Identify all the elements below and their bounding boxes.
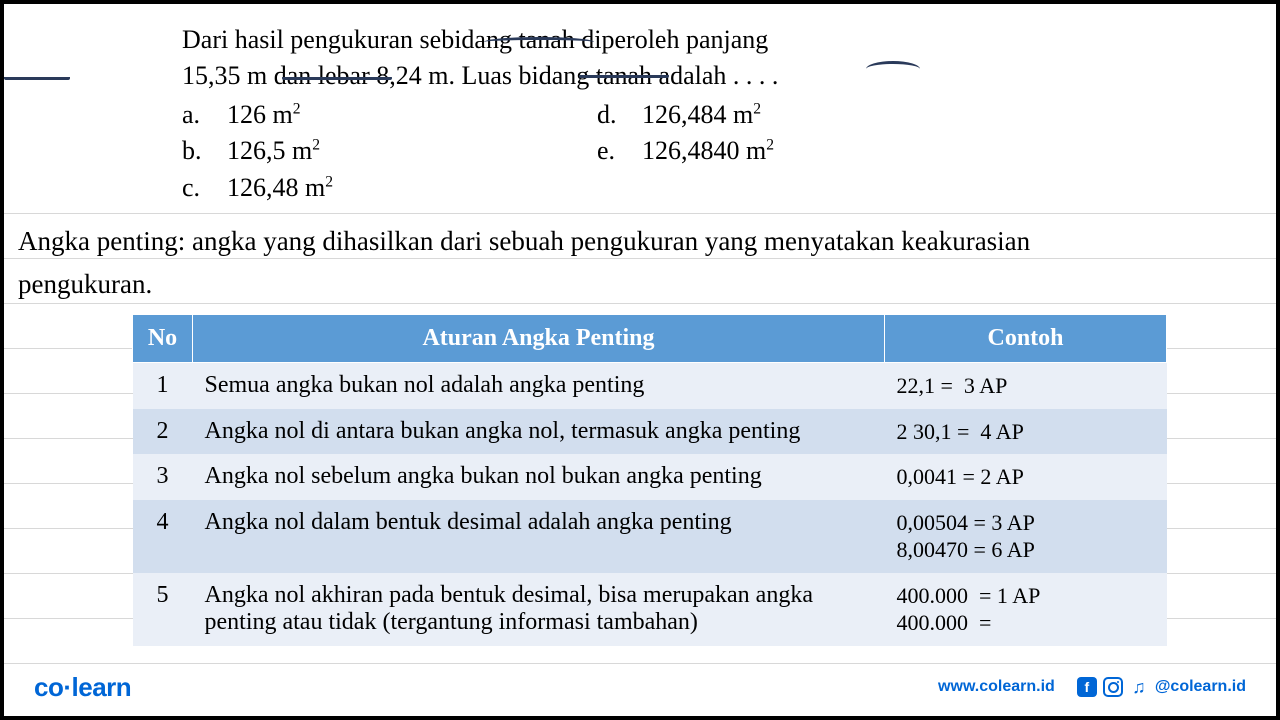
annotation-underline-824 [282,76,392,80]
answer-options: a. 126 m2 b. 126,5 m2 c. 126,48 m2 d. 12… [182,97,1276,206]
cell-rule: Semua angka bukan nol adalah angka penti… [193,363,885,409]
option-letter: c. [182,170,227,206]
cell-rule: Angka nol di antara bukan angka nol, ter… [193,409,885,455]
instagram-icon [1103,677,1123,697]
cell-rule: Angka nol akhiran pada bentuk desimal, b… [193,573,885,646]
option-d: d. 126,484 m2 [597,97,774,133]
option-text: 126 m2 [227,97,301,133]
col-header-rule: Aturan Angka Penting [193,315,885,363]
table-row: 4 Angka nol dalam bentuk desimal adalah … [133,500,1167,573]
option-e: e. 126,4840 m2 [597,133,774,169]
footer-handle: @colearn.id [1155,678,1246,696]
cell-no: 1 [133,363,193,409]
rules-table-body: 1 Semua angka bukan nol adalah angka pen… [133,363,1167,646]
definition-line-2: pengukuran. [18,263,1276,306]
annotation-arc-126484 [484,37,594,47]
cell-example: 400.000 = 1 AP 400.000 = [885,573,1167,646]
footer: co·learn www.colearn.id f ♫ @colearn.id [4,666,1276,716]
rules-table: No Aturan Angka Penting Contoh 1 Semua a… [132,314,1167,646]
option-letter: d. [597,97,642,133]
cell-example: 0,0041 = 2 AP [885,454,1167,500]
tiktok-icon: ♫ [1129,677,1149,697]
table-row: 1 Semua angka bukan nol adalah angka pen… [133,363,1167,409]
option-letter: b. [182,133,227,169]
question-block: Dari hasil pengukuran sebidang tanah dip… [4,4,1276,206]
option-text: 126,484 m2 [642,97,761,133]
question-line-1: Dari hasil pengukuran sebidang tanah dip… [182,22,1276,58]
cell-rule: Angka nol dalam bentuk desimal adalah an… [193,500,885,573]
cell-no: 4 [133,500,193,573]
footer-right: www.colearn.id f ♫ @colearn.id [938,677,1246,697]
col-header-example: Contoh [885,315,1167,363]
option-text: 126,5 m2 [227,133,320,169]
brand-logo: co·learn [34,672,131,703]
cell-example: 22,1 = 3 AP [885,363,1167,409]
option-letter: e. [597,133,642,169]
cell-example: 0,00504 = 3 AP 8,00470 = 6 AP [885,500,1167,573]
table-row: 2 Angka nol di antara bukan angka nol, t… [133,409,1167,455]
annotation-underline-bidang [579,74,669,78]
cell-no: 3 [133,454,193,500]
definition-line-1: Angka penting: angka yang dihasilkan dar… [18,220,1276,263]
rules-table-wrap: No Aturan Angka Penting Contoh 1 Semua a… [4,306,1276,646]
definition-block: Angka penting: angka yang dihasilkan dar… [4,206,1276,306]
logo-part-2: learn [72,672,132,702]
annotation-arc-dots [866,61,920,77]
annotation-underline-1535 [4,74,70,80]
cell-no: 5 [133,573,193,646]
cell-no: 2 [133,409,193,455]
option-b: b. 126,5 m2 [182,133,597,169]
cell-rule: Angka nol sebelum angka bukan nol bukan … [193,454,885,500]
social-icons: f ♫ @colearn.id [1077,677,1246,697]
option-c: c. 126,48 m2 [182,170,597,206]
option-text: 126,48 m2 [227,170,333,206]
option-a: a. 126 m2 [182,97,597,133]
option-text: 126,4840 m2 [642,133,774,169]
facebook-icon: f [1077,677,1097,697]
cell-example: 2 30,1 = 4 AP [885,409,1167,455]
option-letter: a. [182,97,227,133]
col-header-no: No [133,315,193,363]
footer-url: www.colearn.id [938,678,1055,696]
logo-part-1: co [34,672,63,702]
table-row: 5 Angka nol akhiran pada bentuk desimal,… [133,573,1167,646]
table-row: 3 Angka nol sebelum angka bukan nol buka… [133,454,1167,500]
